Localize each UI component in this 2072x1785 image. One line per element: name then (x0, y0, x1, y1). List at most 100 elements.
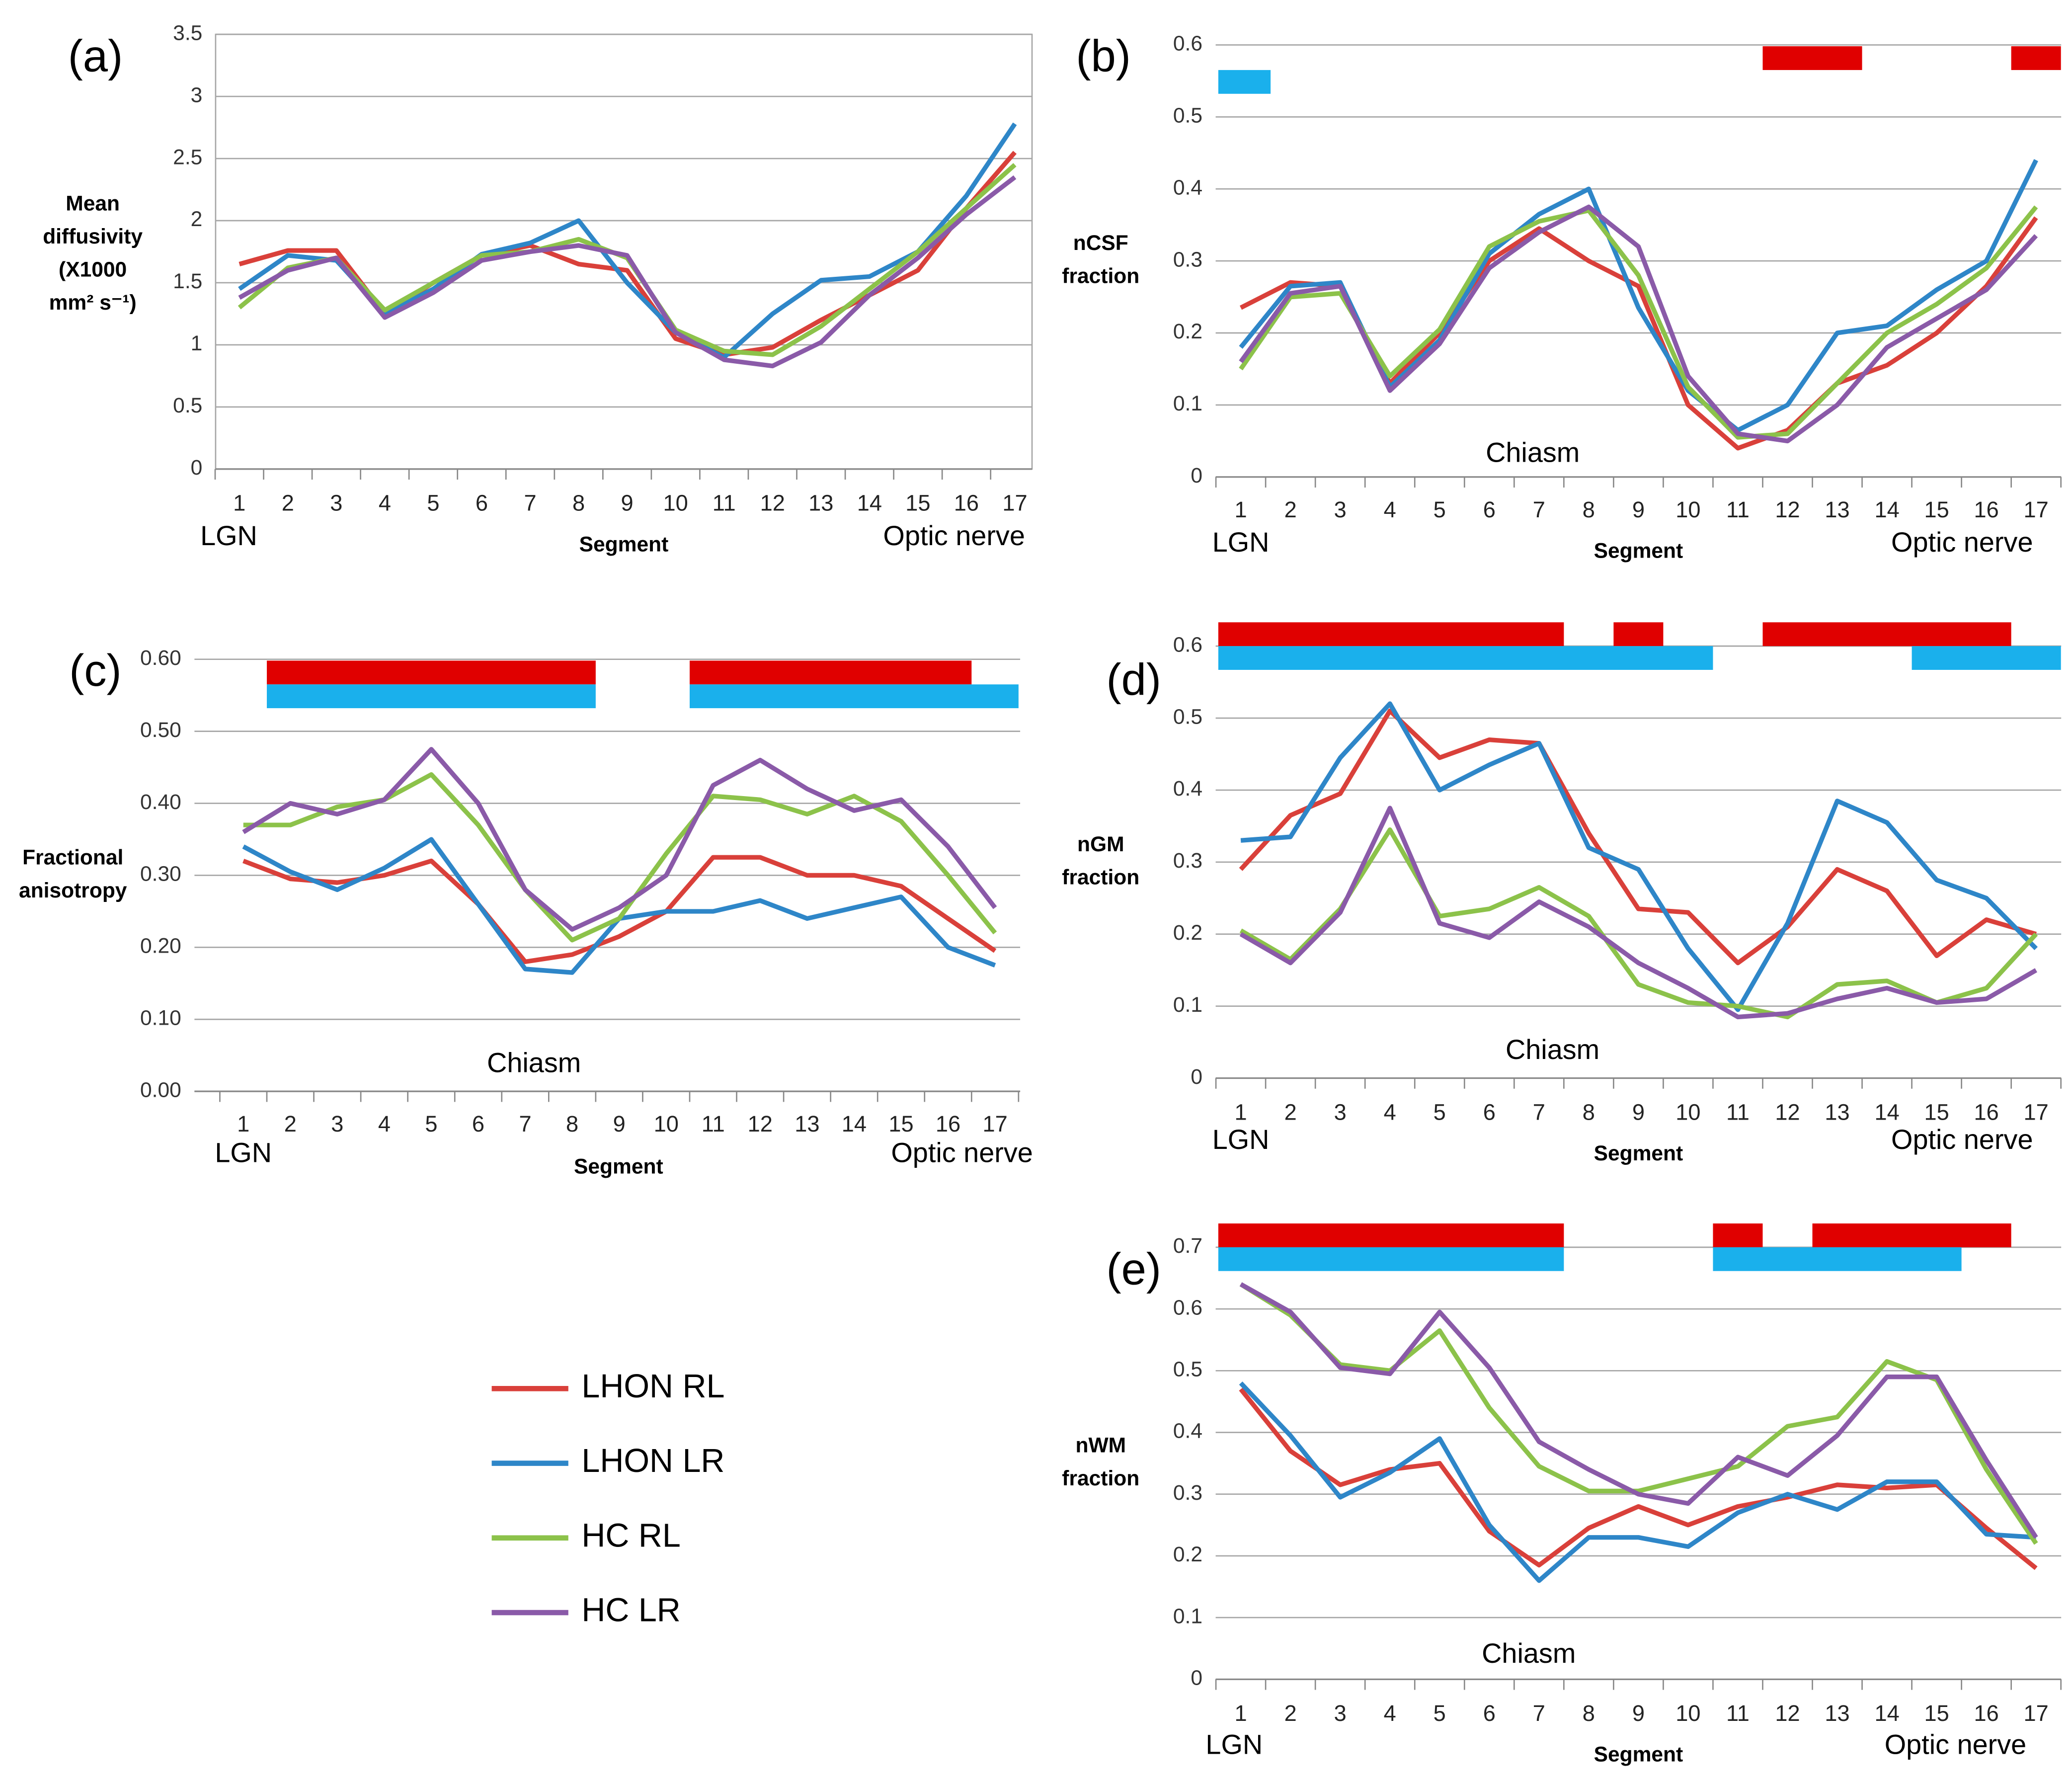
x-tick-label: 17 (2024, 1701, 2049, 1726)
series-line (1239, 827, 2038, 1020)
y-axis-label: fraction (1062, 865, 1139, 889)
x-tick-label: 1 (1235, 1701, 1247, 1726)
x-tick-label: 13 (1825, 1099, 1849, 1125)
x-tick-label: 9 (621, 490, 634, 516)
y-tick-label: 0.4 (1173, 1419, 1202, 1443)
x-tick-label: 7 (519, 1111, 531, 1136)
x-tick-label: 10 (663, 490, 688, 516)
series-line (1239, 806, 2038, 1020)
y-tick-label: 0.5 (173, 394, 202, 417)
series-line (1239, 204, 2038, 444)
x-tick-label: 3 (1334, 1099, 1347, 1125)
x-tick-label: 7 (524, 490, 536, 516)
y-tick-label: 0 (1191, 1666, 1202, 1690)
x-tick-label: 1 (1235, 1099, 1247, 1125)
panel-label: (e) (1107, 1244, 1161, 1294)
x-tick-label: 12 (748, 1111, 773, 1136)
significance-band (2011, 46, 2061, 70)
significance-band (1713, 1247, 1962, 1271)
x-tick-label: 14 (842, 1111, 867, 1136)
y-axis-label: diffusivity (43, 225, 143, 248)
x-tick-label: 12 (1775, 1701, 1800, 1726)
x-axis-label: Segment (1594, 1743, 1683, 1767)
y-tick-label: 1.5 (173, 269, 202, 293)
series-line (242, 747, 997, 932)
x-tick-label: 10 (1675, 1701, 1700, 1726)
x-tick-label: 3 (330, 490, 342, 516)
x-tick-label: 5 (425, 1111, 437, 1136)
y-tick-label: 0.50 (140, 718, 181, 742)
y-tick-label: 0.6 (1173, 1296, 1202, 1319)
y-axis-label: nGM (1077, 832, 1124, 856)
y-tick-label: 0.1 (1173, 392, 1202, 415)
significance-band (1812, 1223, 2011, 1247)
series-line (1239, 708, 2037, 966)
significance-band (689, 684, 1019, 709)
x-tick-label: 17 (1002, 490, 1027, 516)
legend-label: LHON RL (581, 1368, 724, 1405)
x-tick-label: 4 (1384, 497, 1396, 522)
significance-band (689, 660, 972, 685)
x-tick-label: 2 (282, 490, 294, 516)
x-tick-label: 6 (1483, 1701, 1496, 1726)
x-tick-label: 1 (233, 490, 245, 516)
x-tick-label: 11 (1726, 1099, 1750, 1125)
x-tick-label: 5 (1434, 497, 1446, 522)
x-tick-label: 6 (1483, 497, 1496, 522)
y-axis-label: Mean (66, 191, 120, 215)
y-tick-label: 3.5 (173, 21, 202, 45)
x-tick-label: 12 (760, 490, 785, 516)
x-tick-label: 2 (1284, 1099, 1297, 1125)
x-axis-label: Segment (574, 1155, 663, 1179)
y-tick-label: 0.1 (1173, 1604, 1202, 1628)
x-tick-label: 8 (1583, 1701, 1595, 1726)
y-tick-label: 0.5 (1173, 705, 1202, 729)
x-tick-label: 1 (237, 1111, 249, 1136)
x-tick-label: 14 (1874, 1099, 1899, 1125)
panel-label: (b) (1076, 31, 1130, 81)
series-line (1239, 1282, 2038, 1545)
significance-band (1762, 622, 2011, 647)
x-tick-label: 11 (1726, 1701, 1750, 1726)
series-line (1239, 1381, 2036, 1583)
x-tick-label: 3 (331, 1111, 343, 1136)
y-axis-label: fraction (1062, 264, 1139, 288)
y-tick-label: 0.3 (1173, 247, 1202, 271)
series-line (1240, 701, 2038, 1012)
x-tick-label: 16 (1974, 1701, 1999, 1726)
x-tick-label: 13 (808, 490, 833, 516)
x-tick-label: 12 (1775, 497, 1800, 522)
y-tick-label: 0.20 (140, 934, 181, 958)
annotation: Chiasm (1506, 1034, 1599, 1065)
series-line (1239, 205, 2038, 440)
significance-band (1218, 622, 1564, 647)
x-tick-label: 16 (1974, 497, 1999, 522)
x-tick-label: 8 (1583, 1099, 1595, 1125)
x-tick-label: 5 (1434, 1701, 1446, 1726)
y-tick-label: 3 (191, 83, 203, 107)
x-tick-label: 8 (566, 1111, 578, 1136)
x-tick-label: 15 (1924, 1099, 1949, 1125)
y-tick-label: 0.60 (140, 646, 181, 670)
end-label: Optic nerve (1885, 1729, 2026, 1760)
x-tick-label: 6 (476, 490, 488, 516)
x-tick-label: 4 (379, 490, 391, 516)
x-tick-label: 7 (1533, 1701, 1545, 1726)
x-tick-label: 15 (1924, 497, 1949, 522)
y-tick-label: 0.7 (1173, 1234, 1202, 1258)
x-tick-label: 3 (1334, 497, 1347, 522)
x-tick-label: 17 (2024, 1099, 2049, 1125)
y-tick-label: 0.30 (140, 862, 181, 886)
x-tick-label: 4 (1384, 1099, 1396, 1125)
annotation: Chiasm (487, 1047, 581, 1078)
x-tick-label: 17 (982, 1111, 1007, 1136)
x-tick-label: 15 (888, 1111, 913, 1136)
series-line (243, 772, 997, 943)
x-tick-label: 6 (1483, 1099, 1496, 1125)
y-tick-label: 0 (1191, 1065, 1202, 1089)
x-tick-label: 13 (1825, 1701, 1849, 1726)
x-tick-label: 10 (654, 1111, 679, 1136)
y-tick-label: 1 (191, 331, 203, 355)
y-tick-label: 0.5 (1173, 1358, 1202, 1381)
